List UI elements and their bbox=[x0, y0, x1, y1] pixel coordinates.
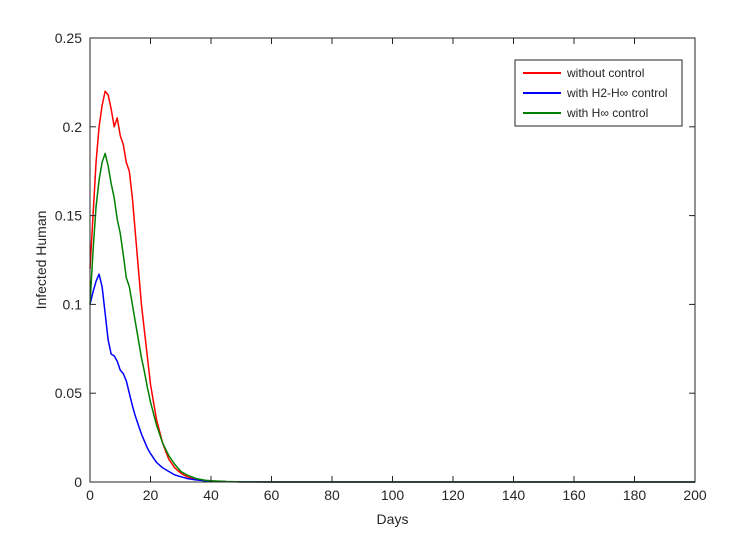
x-tick-label: 140 bbox=[502, 487, 526, 503]
legend-label-1: with H2-H∞ control bbox=[566, 86, 668, 100]
y-axis: 0 0.05 0.1 0.15 0.2 0.25 bbox=[55, 30, 695, 490]
x-tick-label: 40 bbox=[203, 487, 219, 503]
y-tick-label: 0.2 bbox=[63, 119, 83, 135]
y-tick-label: 0 bbox=[74, 474, 82, 490]
y-axis-label: Infected Human bbox=[33, 211, 49, 310]
legend-label-0: without control bbox=[566, 66, 644, 80]
x-tick-label: 20 bbox=[143, 487, 159, 503]
x-tick-label: 180 bbox=[623, 487, 647, 503]
y-tick-label: 0.15 bbox=[55, 208, 82, 224]
y-tick-label: 0.05 bbox=[55, 385, 82, 401]
y-tick-label: 0.25 bbox=[55, 30, 82, 46]
x-tick-label: 60 bbox=[264, 487, 280, 503]
legend: without control with H2-H∞ control with H∞… bbox=[514, 59, 683, 127]
x-tick-label: 160 bbox=[562, 487, 586, 503]
x-tick-label: 200 bbox=[683, 487, 707, 503]
x-tick-label: 80 bbox=[324, 487, 340, 503]
y-tick-label: 0.1 bbox=[63, 296, 83, 312]
legend-label-2: with H∞ control bbox=[566, 106, 648, 120]
x-axis-label: Days bbox=[377, 511, 409, 527]
x-axis: 0 20 40 60 80 100 120 140 160 180 200 bbox=[86, 38, 707, 503]
x-tick-label: 100 bbox=[381, 487, 405, 503]
x-tick-label: 120 bbox=[441, 487, 465, 503]
x-tick-label: 0 bbox=[86, 487, 94, 503]
